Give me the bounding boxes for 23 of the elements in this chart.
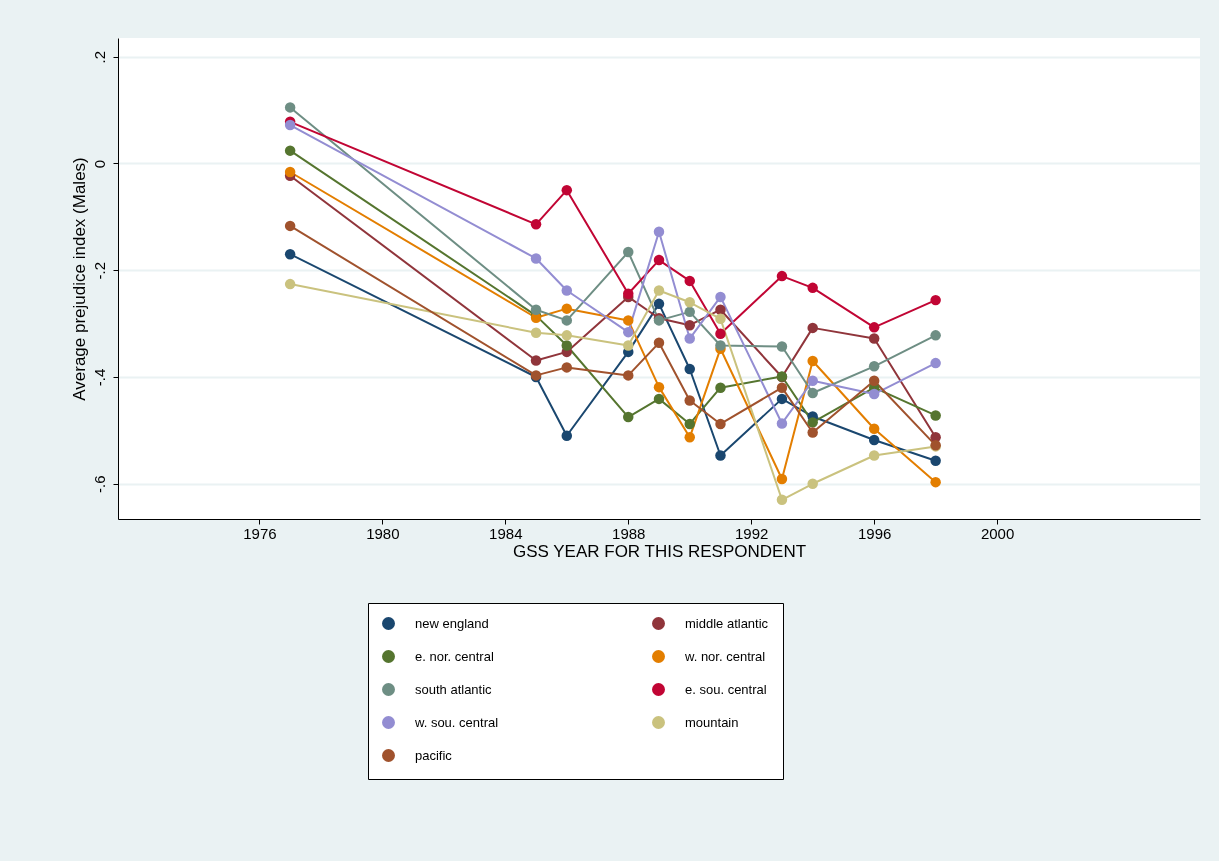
x-tick-label: 1996 <box>857 524 892 542</box>
legend-label: w. sou. central <box>414 714 499 730</box>
x-tick-label: 1980 <box>366 524 400 542</box>
y-tick-label: -.4 <box>90 368 108 387</box>
legend-label: south atlantic <box>415 681 493 697</box>
y-tick-label: .2 <box>90 50 108 64</box>
x-axis-title: GSS YEAR FOR THIS RESPONDENT <box>512 541 807 561</box>
legend-label: middle atlantic <box>685 615 769 631</box>
x-tick-label: 1976 <box>243 524 277 542</box>
legend-label: e. sou. central <box>685 681 767 697</box>
legend-label: new england <box>415 615 489 631</box>
x-tick-label: 1988 <box>612 524 646 542</box>
x-tick-label: 1992 <box>735 524 769 542</box>
y-tick-label: -.2 <box>90 261 108 280</box>
y-tick-label: 0 <box>90 159 108 169</box>
legend-label: w. nor. central <box>684 648 766 664</box>
x-tick-label: 2000 <box>980 524 1015 542</box>
legend-label: e. nor. central <box>415 648 494 664</box>
y-axis-title: Average prejudice index (Males) <box>69 157 89 401</box>
legend-label: pacific <box>415 747 453 763</box>
y-tick-label: -.6 <box>90 475 108 494</box>
legend-label: mountain <box>685 714 739 730</box>
x-tick-label: 1984 <box>489 524 523 542</box>
